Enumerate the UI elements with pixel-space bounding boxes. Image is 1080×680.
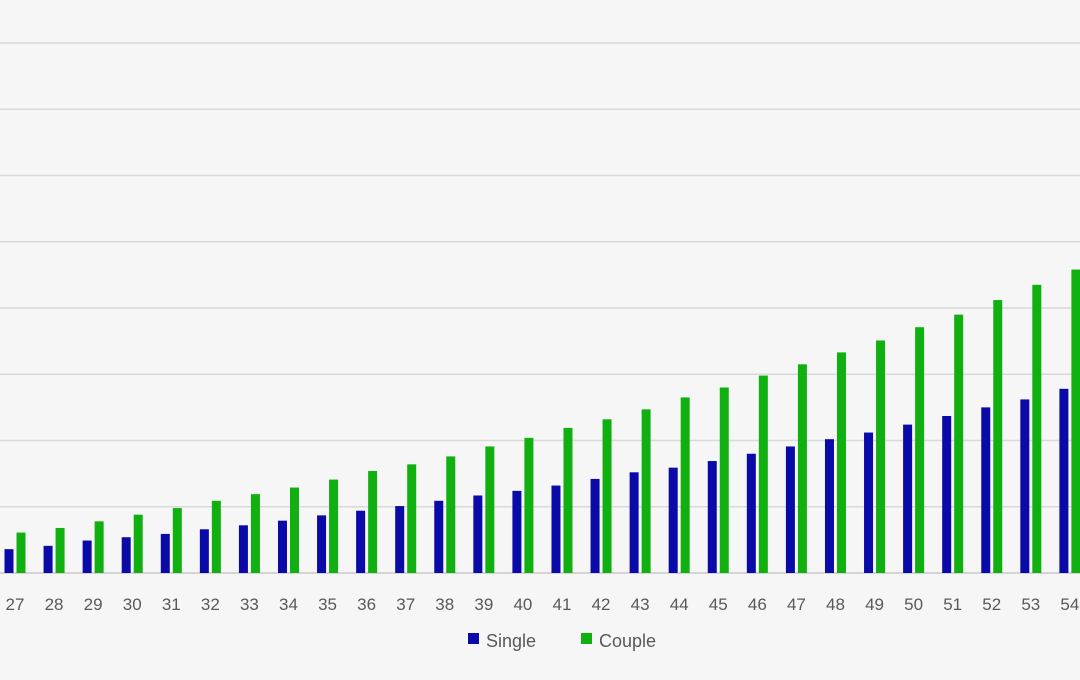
- bar-single-36: [356, 511, 365, 573]
- x-axis-ticks: 27 28 29 30 31 32 33 34 35 36 37 38 39 40 41 42 43 44 45 46…: [6, 595, 1080, 614]
- bar-couple-50: [915, 327, 924, 573]
- x-tick-label: 28: [45, 595, 64, 614]
- bar-single-44: [669, 468, 678, 573]
- legend-label-couple: Couple: [599, 631, 656, 651]
- bar-couple-54: [1071, 270, 1080, 573]
- x-tick-label: 45: [709, 595, 728, 614]
- bar-single-41: [551, 486, 560, 573]
- bar-single-45: [708, 461, 717, 573]
- bar-couple-51: [954, 315, 963, 573]
- x-tick-label: 36: [357, 595, 376, 614]
- bar-single-53: [1020, 399, 1029, 573]
- x-tick-label: 30: [123, 595, 142, 614]
- x-tick-label: 43: [631, 595, 650, 614]
- x-tick-label: 54: [1060, 595, 1079, 614]
- bar-couple-49: [876, 340, 885, 573]
- x-tick-label: 52: [982, 595, 1001, 614]
- x-tick-label: 40: [513, 595, 532, 614]
- bar-couple-39: [485, 446, 494, 573]
- bar-single-31: [161, 534, 170, 573]
- x-tick-label: 37: [396, 595, 415, 614]
- bar-single-35: [317, 515, 326, 573]
- x-tick-label: 48: [826, 595, 845, 614]
- bar-couple-47: [798, 364, 807, 573]
- bar-couple-48: [837, 352, 846, 573]
- bar-single-28: [44, 546, 53, 573]
- bar-couple-44: [681, 397, 690, 573]
- legend-swatch-couple: [581, 633, 592, 644]
- bar-couple-30: [134, 515, 143, 573]
- x-tick-label: 27: [6, 595, 25, 614]
- bar-couple-37: [407, 464, 416, 573]
- x-tick-label: 51: [943, 595, 962, 614]
- bar-single-29: [83, 541, 92, 573]
- bar-couple-27: [17, 533, 26, 573]
- bar-couple-32: [212, 501, 221, 573]
- bar-couple-53: [1032, 285, 1041, 573]
- bar-couple-36: [368, 471, 377, 573]
- bars: [5, 270, 1080, 573]
- bar-couple-52: [993, 300, 1002, 573]
- bar-single-46: [747, 454, 756, 573]
- x-tick-label: 47: [787, 595, 806, 614]
- bar-couple-45: [720, 388, 729, 574]
- bar-single-48: [825, 439, 834, 573]
- bar-single-43: [630, 472, 639, 573]
- x-tick-label: 50: [904, 595, 923, 614]
- legend-swatch-single: [468, 633, 479, 644]
- bar-couple-33: [251, 494, 260, 573]
- x-tick-label: 32: [201, 595, 220, 614]
- bar-single-27: [5, 549, 14, 573]
- bar-single-42: [591, 479, 600, 573]
- bar-couple-41: [563, 428, 572, 573]
- x-tick-label: 42: [592, 595, 611, 614]
- x-tick-label: 53: [1021, 595, 1040, 614]
- x-tick-label: 35: [318, 595, 337, 614]
- x-tick-label: 33: [240, 595, 259, 614]
- bar-single-38: [434, 501, 443, 573]
- bar-single-54: [1059, 389, 1068, 573]
- x-tick-label: 38: [435, 595, 454, 614]
- bar-single-40: [512, 491, 521, 573]
- bar-single-32: [200, 529, 209, 573]
- bar-single-50: [903, 425, 912, 573]
- x-tick-label: 44: [670, 595, 689, 614]
- bar-couple-42: [603, 419, 612, 573]
- bar-couple-34: [290, 488, 299, 573]
- bar-couple-35: [329, 480, 338, 573]
- legend-label-single: Single: [486, 631, 536, 651]
- legend: Single Couple: [468, 631, 656, 651]
- bar-single-33: [239, 525, 248, 573]
- bar-couple-38: [446, 456, 455, 573]
- bar-couple-28: [56, 528, 65, 573]
- bar-single-34: [278, 521, 287, 573]
- bar-single-47: [786, 446, 795, 573]
- bar-couple-43: [642, 409, 651, 573]
- bar-single-39: [473, 495, 482, 573]
- x-tick-label: 31: [162, 595, 181, 614]
- x-tick-label: 34: [279, 595, 298, 614]
- x-tick-label: 41: [553, 595, 572, 614]
- bar-single-49: [864, 433, 873, 573]
- bar-single-37: [395, 506, 404, 573]
- bar-couple-46: [759, 376, 768, 573]
- bar-single-30: [122, 537, 131, 573]
- x-tick-label: 39: [474, 595, 493, 614]
- x-tick-label: 49: [865, 595, 884, 614]
- bar-couple-31: [173, 508, 182, 573]
- bar-single-52: [981, 407, 990, 573]
- x-tick-label: 46: [748, 595, 767, 614]
- bar-single-51: [942, 416, 951, 573]
- bar-couple-40: [524, 438, 533, 573]
- bar-couple-29: [95, 521, 104, 573]
- x-tick-label: 29: [84, 595, 103, 614]
